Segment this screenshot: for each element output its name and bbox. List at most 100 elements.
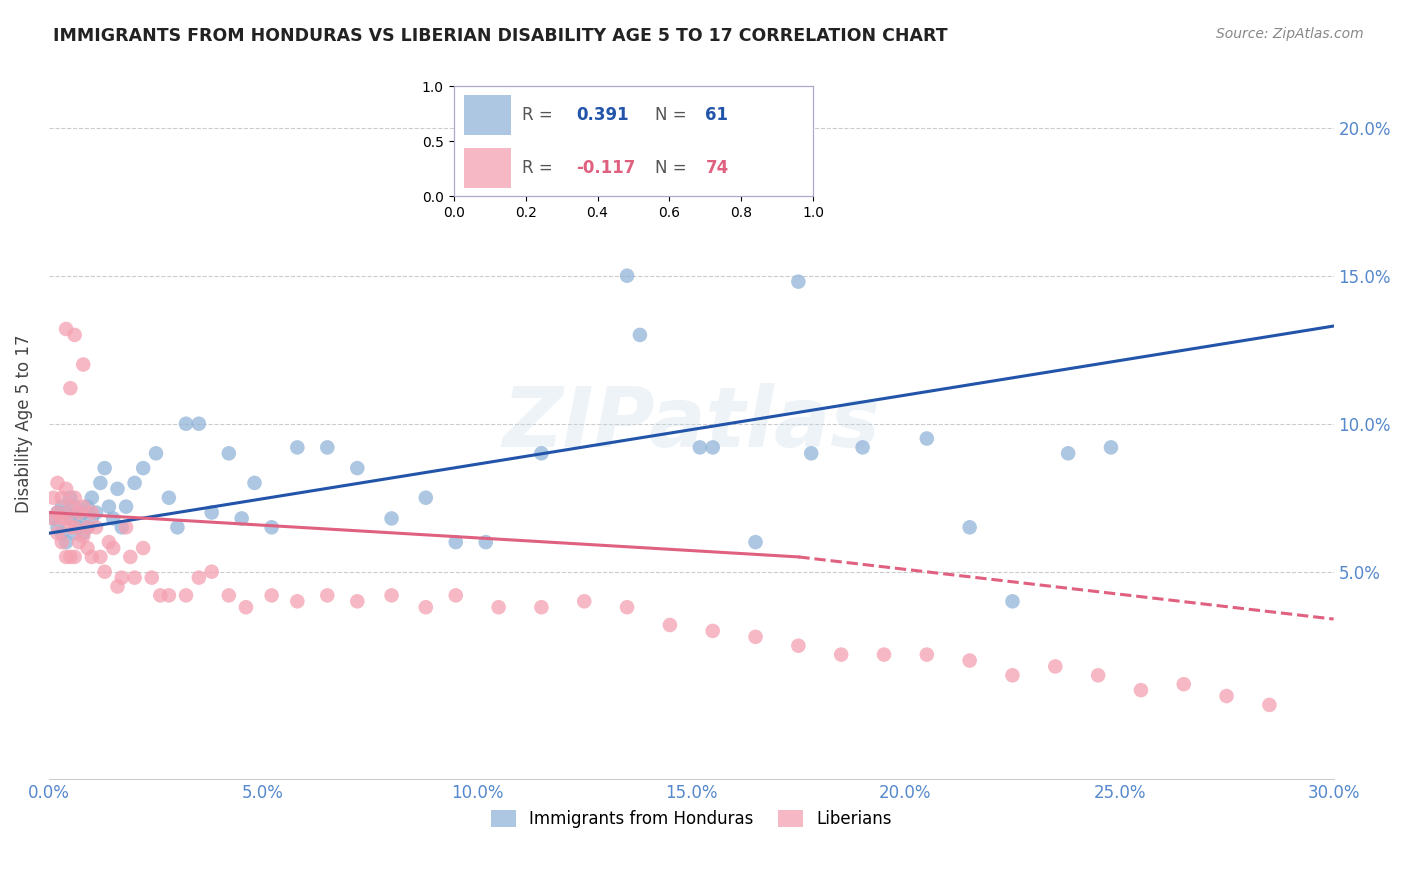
Point bbox=[59, 549, 82, 564]
Point bbox=[316, 441, 339, 455]
Point bbox=[42, 491, 65, 505]
Point bbox=[63, 500, 86, 514]
Text: Source: ZipAtlas.com: Source: ZipAtlas.com bbox=[1216, 27, 1364, 41]
Point bbox=[63, 526, 86, 541]
Point bbox=[76, 520, 98, 534]
Point bbox=[444, 588, 467, 602]
Point bbox=[915, 432, 938, 446]
Point bbox=[55, 549, 77, 564]
Point bbox=[800, 446, 823, 460]
Point bbox=[72, 506, 94, 520]
Point bbox=[63, 549, 86, 564]
Point bbox=[67, 511, 90, 525]
Point bbox=[873, 648, 896, 662]
Point bbox=[46, 520, 69, 534]
Point bbox=[55, 322, 77, 336]
Point bbox=[80, 491, 103, 505]
Point bbox=[59, 511, 82, 525]
Point bbox=[201, 506, 224, 520]
Point bbox=[51, 535, 73, 549]
Point bbox=[1001, 668, 1024, 682]
Point bbox=[488, 600, 510, 615]
Text: IMMIGRANTS FROM HONDURAS VS LIBERIAN DISABILITY AGE 5 TO 17 CORRELATION CHART: IMMIGRANTS FROM HONDURAS VS LIBERIAN DIS… bbox=[53, 27, 948, 45]
Point bbox=[67, 506, 90, 520]
Point bbox=[574, 180, 596, 194]
Point bbox=[132, 541, 155, 555]
Point bbox=[187, 417, 209, 431]
Point bbox=[84, 506, 107, 520]
Point bbox=[89, 549, 111, 564]
Point bbox=[59, 520, 82, 534]
Point bbox=[1099, 441, 1122, 455]
Point bbox=[702, 441, 724, 455]
Point bbox=[530, 446, 553, 460]
Point bbox=[80, 549, 103, 564]
Point bbox=[959, 653, 981, 667]
Point bbox=[346, 594, 368, 608]
Point bbox=[166, 520, 188, 534]
Point bbox=[115, 500, 138, 514]
Point bbox=[72, 529, 94, 543]
Point bbox=[744, 630, 766, 644]
Point bbox=[97, 535, 120, 549]
Point bbox=[316, 588, 339, 602]
Point bbox=[243, 475, 266, 490]
Point bbox=[46, 506, 69, 520]
Point bbox=[285, 441, 308, 455]
Point bbox=[380, 511, 402, 525]
Point bbox=[42, 511, 65, 525]
Point bbox=[415, 600, 437, 615]
Point bbox=[120, 549, 142, 564]
Point bbox=[107, 482, 129, 496]
Point bbox=[111, 520, 134, 534]
Point bbox=[76, 500, 98, 514]
Point bbox=[174, 588, 197, 602]
Point bbox=[55, 482, 77, 496]
Point bbox=[51, 500, 73, 514]
Point bbox=[55, 511, 77, 525]
Point bbox=[145, 446, 167, 460]
Point bbox=[89, 475, 111, 490]
Point bbox=[830, 648, 852, 662]
Point bbox=[72, 526, 94, 541]
Point bbox=[76, 520, 98, 534]
Point bbox=[346, 461, 368, 475]
Point bbox=[46, 526, 69, 541]
Point bbox=[93, 461, 115, 475]
Point bbox=[67, 520, 90, 534]
Point bbox=[97, 500, 120, 514]
Point bbox=[174, 417, 197, 431]
Point bbox=[157, 491, 180, 505]
Point bbox=[63, 520, 86, 534]
Point bbox=[702, 624, 724, 638]
Point bbox=[1087, 668, 1109, 682]
Point bbox=[415, 491, 437, 505]
Point bbox=[63, 491, 86, 505]
Point bbox=[42, 511, 65, 525]
Point bbox=[787, 275, 810, 289]
Point bbox=[124, 571, 146, 585]
Y-axis label: Disability Age 5 to 17: Disability Age 5 to 17 bbox=[15, 334, 32, 513]
Point bbox=[141, 571, 163, 585]
Point bbox=[915, 648, 938, 662]
Point bbox=[59, 491, 82, 505]
Point bbox=[103, 541, 125, 555]
Point bbox=[658, 618, 681, 632]
Point bbox=[55, 506, 77, 520]
Point bbox=[46, 475, 69, 490]
Point bbox=[628, 327, 651, 342]
Point bbox=[59, 381, 82, 395]
Point bbox=[574, 594, 596, 608]
Point bbox=[474, 535, 496, 549]
Point bbox=[616, 600, 638, 615]
Point bbox=[744, 535, 766, 549]
Point bbox=[201, 565, 224, 579]
Point bbox=[67, 535, 90, 549]
Point bbox=[1057, 446, 1080, 460]
Point bbox=[80, 511, 103, 525]
Point bbox=[76, 541, 98, 555]
Point bbox=[157, 588, 180, 602]
Point bbox=[84, 520, 107, 534]
Point bbox=[187, 571, 209, 585]
Point bbox=[46, 506, 69, 520]
